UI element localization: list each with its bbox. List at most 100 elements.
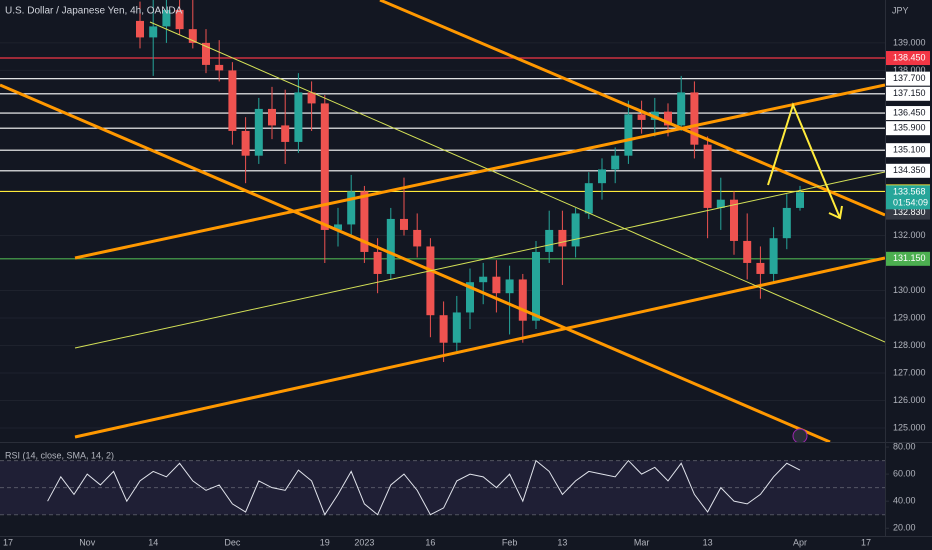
candle-body: [624, 114, 633, 156]
last-price-label: 133.568: [893, 187, 926, 197]
candle-body: [505, 279, 514, 294]
price-label-box: [886, 121, 930, 136]
x-tick-label: Feb: [502, 537, 518, 547]
price-label-box: [886, 143, 930, 158]
projection-arrow: [767, 102, 841, 219]
candle-body: [598, 169, 606, 184]
y-tick-label: 40.00: [893, 496, 916, 506]
y-tick-label: 126.000: [893, 395, 926, 405]
candle-body: [188, 29, 197, 43]
candle-body: [294, 92, 303, 142]
drawings: [0, 0, 885, 443]
candle-body: [492, 276, 501, 294]
trend-line: [74, 171, 885, 349]
price-label: 132.830: [893, 207, 926, 217]
trend-line: [74, 256, 885, 439]
price-label: 137.150: [893, 88, 926, 98]
x-tick-label: Mar: [634, 537, 650, 547]
x-tick-label: 13: [703, 537, 713, 547]
candle-body: [254, 108, 263, 156]
x-tick-label: 16: [425, 537, 435, 547]
candle-body: [730, 199, 738, 241]
candle-body: [215, 64, 224, 71]
price-label: 137.700: [893, 73, 926, 83]
candle-body: [400, 218, 408, 230]
x-tick-label: Apr: [793, 537, 807, 547]
y-tick-label: 130.000: [893, 285, 926, 295]
price-label: 138.450: [893, 52, 926, 62]
rsi-line: [47, 459, 801, 516]
candle-body: [782, 207, 791, 239]
price-pane: [0, 0, 885, 429]
x-tick-label: Nov: [79, 537, 96, 547]
trend-line: [74, 83, 885, 260]
arrow-head: [828, 205, 843, 220]
y-tick-label: 127.000: [893, 367, 926, 377]
countdown: 01:54:09: [893, 198, 928, 208]
candle-body: [571, 213, 580, 247]
candle-body: [386, 218, 395, 274]
candle-body: [743, 240, 752, 263]
y-tick-label: 128.000: [893, 340, 926, 350]
x-tick-label: 17: [861, 537, 871, 547]
candle-body: [716, 199, 725, 208]
price-label: 131.150: [893, 253, 926, 263]
candle-body: [228, 70, 237, 131]
candle-body: [347, 191, 356, 225]
y-tick-label: 20.00: [893, 523, 916, 533]
x-tick-label: Dec: [224, 537, 241, 547]
candle-body: [149, 26, 158, 38]
last-price-box: [886, 185, 930, 210]
candle-body: [796, 192, 804, 208]
event-icon[interactable]: [792, 428, 808, 443]
axes: 139.000 138.000 132.000 130.000 129.000 128.0…: [3, 37, 930, 547]
candle-body: [558, 229, 567, 247]
candle-body: [175, 9, 184, 30]
candle-body: [769, 238, 778, 274]
price-label-box: [886, 86, 930, 101]
y-tick-label: 60.00: [893, 468, 916, 478]
candle-body: [677, 92, 686, 126]
x-tick-label: 19: [320, 537, 330, 547]
y-tick-label: 129.000: [893, 312, 926, 322]
trend-line: [149, 21, 885, 343]
candle-body: [545, 229, 554, 252]
candle-body: [611, 155, 620, 170]
candle-body: [466, 282, 474, 313]
candle-body: [756, 262, 765, 274]
candle-body: [584, 183, 593, 214]
rsi-pane: [0, 459, 885, 516]
candle-body: [268, 108, 276, 126]
candle-body: [664, 111, 672, 126]
y-tick-label: 138.000: [893, 65, 926, 75]
candle-body: [426, 246, 435, 316]
y-tick-label: 80.00: [893, 441, 916, 451]
candle-body: [452, 312, 461, 343]
price-label: 134.350: [893, 165, 926, 175]
x-tick-label: 17: [3, 537, 13, 547]
price-label-box: [886, 251, 930, 266]
candle-body: [518, 279, 527, 321]
price-label-box: [886, 51, 930, 66]
price-label: 135.100: [893, 145, 926, 155]
price-label-box: [886, 71, 930, 86]
candle-body: [532, 251, 540, 321]
x-tick-label: 14: [148, 537, 158, 547]
candle-body: [334, 224, 342, 230]
candle-body: [360, 191, 369, 252]
candle-body: [320, 103, 329, 230]
candle-body: [637, 114, 646, 120]
trend-line: [379, 0, 885, 217]
chart-title: U.S. Dollar / Japanese Yen, 4h, OANDA: [5, 6, 183, 17]
price-label-box: [886, 106, 930, 121]
price-label-box: [886, 163, 930, 178]
price-label: 135.900: [893, 123, 926, 133]
x-tick-label: 2023: [354, 537, 374, 547]
candle-body: [307, 92, 316, 104]
candle-body: [373, 251, 382, 274]
indicator-title: RSI (14, close, SMA, 14, 2): [5, 450, 114, 460]
y-tick-label: 139.000: [893, 37, 926, 47]
candle-body: [479, 276, 488, 283]
